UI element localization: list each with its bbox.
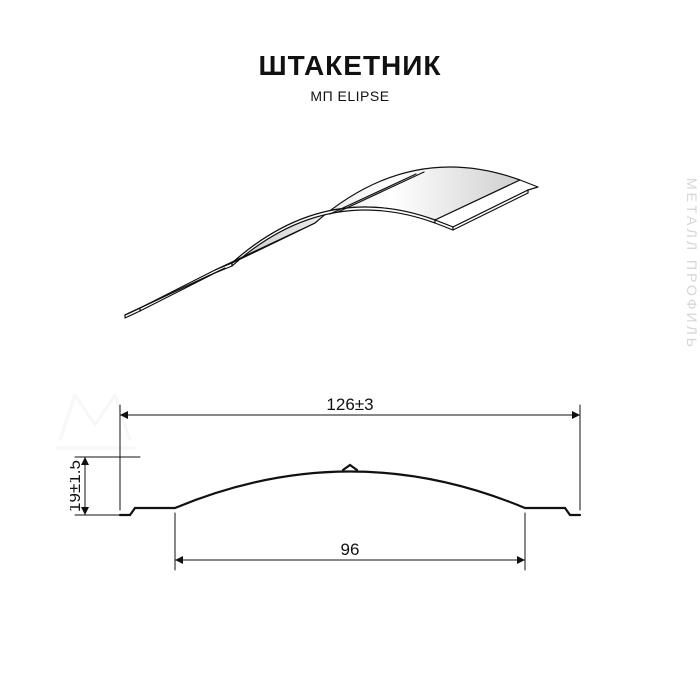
height-label: 19±1.5 (70, 460, 84, 512)
overall-width-label: 126±3 (326, 395, 373, 414)
watermark-text: МЕТАЛЛ ПРОФИЛЬ (684, 178, 700, 350)
product-subtitle: МП ELIPSE (0, 88, 700, 104)
inner-width-label: 96 (341, 540, 360, 559)
title-block: ШТАКЕТНИК МП ELIPSE (0, 50, 700, 104)
cross-section-drawing: 126±3 19±1.5 (70, 395, 630, 615)
product-title: ШТАКЕТНИК (0, 50, 700, 82)
isometric-view (120, 140, 580, 360)
